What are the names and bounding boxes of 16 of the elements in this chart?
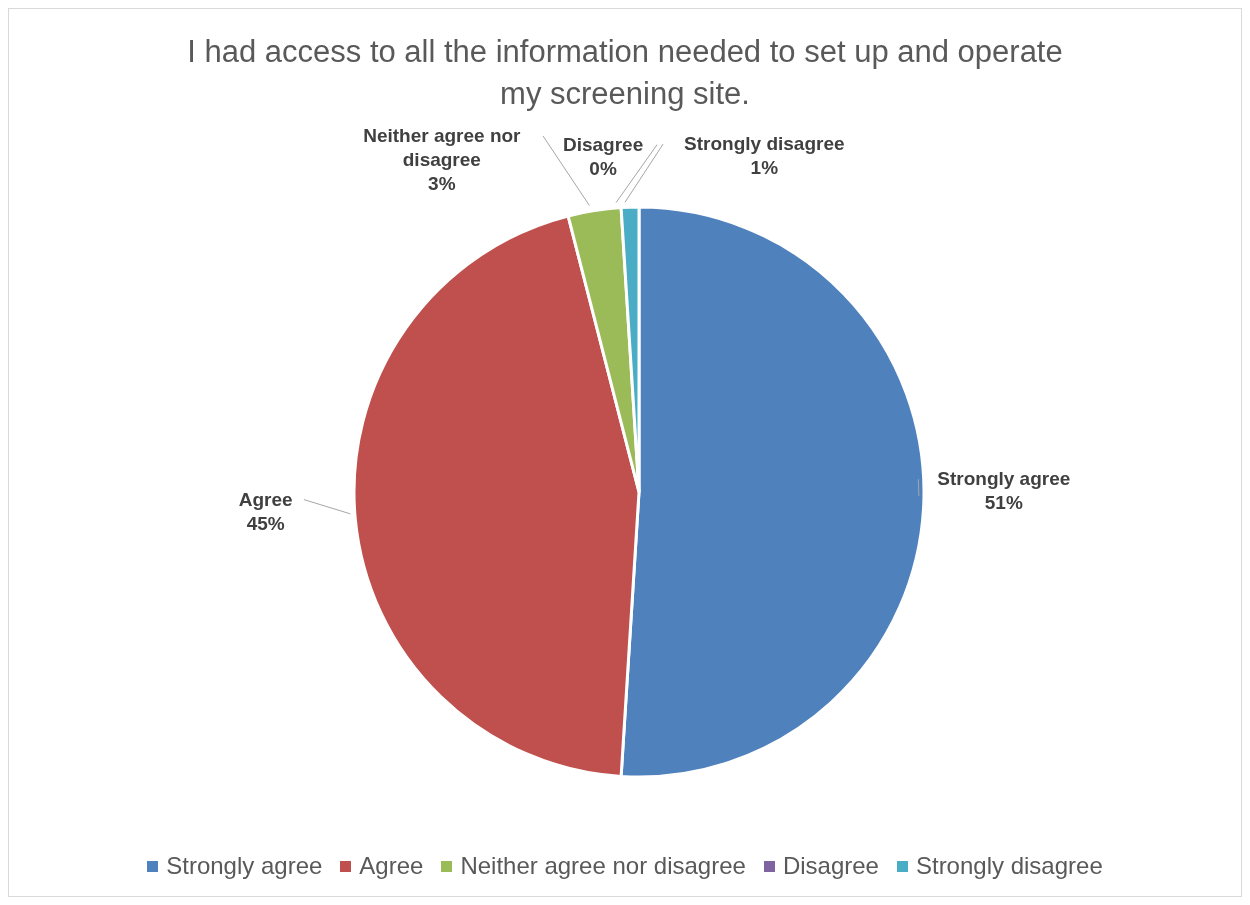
- legend-label: Strongly agree: [166, 852, 323, 880]
- category-label: Disagree: [562, 133, 644, 155]
- data-label: 1%: [750, 157, 779, 179]
- slice-label: Neither agree nor disagree: [363, 125, 522, 170]
- slice-label: Agree: [238, 488, 293, 510]
- legend-label: Strongly disagree: [915, 852, 1103, 880]
- legend-label: Agree: [359, 852, 424, 880]
- legend-label: Neither agree nor disagree: [460, 852, 746, 880]
- data-label: 51%: [984, 492, 1023, 514]
- data-label: 45%: [246, 512, 285, 534]
- text: 0%: [589, 157, 617, 179]
- chart-title: I had access to all the information needed to set up and operate my screening site.: [186, 33, 1064, 113]
- slice-label: Strongly disagree: [684, 133, 845, 155]
- data-label: 3%: [428, 173, 456, 194]
- legend-label: Disagree: [782, 852, 879, 880]
- slice-label: Strongly agree: [937, 468, 1071, 490]
